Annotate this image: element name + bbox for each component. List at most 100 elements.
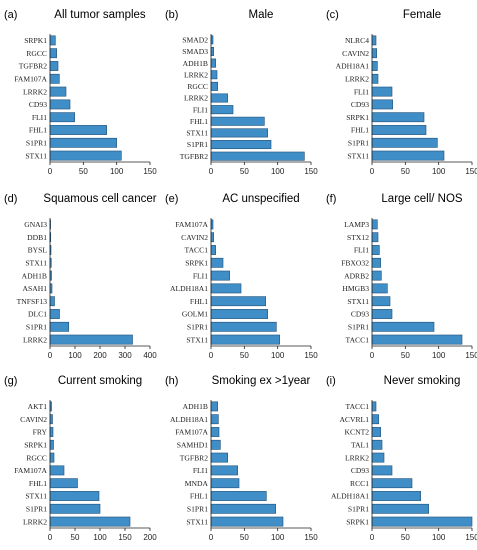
bar-s1pr1 — [371, 321, 435, 332]
bar-adh18a1 — [371, 61, 378, 71]
bar-fli1 — [210, 105, 234, 115]
x-tick-label: 200 — [143, 533, 157, 542]
x-tick-label: 150 — [118, 533, 132, 542]
panel-letter: (e) — [165, 193, 178, 205]
category-label: FLI1 — [193, 466, 208, 475]
bar-stx11 — [210, 128, 268, 138]
category-label: ADRB2 — [344, 271, 369, 280]
category-label: SRPK1 — [346, 517, 369, 526]
category-label: RCC1 — [350, 479, 369, 488]
bar-srpk1 — [49, 35, 56, 46]
bar-s1pr1 — [371, 137, 438, 148]
bar-cd93 — [49, 99, 71, 110]
category-label: S1PR1 — [348, 139, 369, 148]
panel-letter: (f) — [326, 193, 336, 205]
chart-panel-4: (d) Squamous cell cancer GNAI3 DDB1 BYSL STX1… — [4, 193, 157, 360]
category-label: STX11 — [25, 259, 47, 268]
x-tick-label: 300 — [118, 351, 132, 360]
x-tick-label: 0 — [370, 167, 375, 176]
category-label: STX11 — [25, 151, 47, 160]
bar-lrrk2 — [371, 73, 379, 84]
category-label: FHL1 — [29, 126, 47, 135]
bar-tnfsf13 — [49, 296, 55, 307]
bar-tacc1 — [371, 401, 377, 412]
category-label: AKT1 — [28, 402, 48, 411]
bar-adrb2 — [371, 270, 382, 281]
x-tick-label: 400 — [143, 351, 157, 360]
category-label: HMGB3 — [342, 284, 369, 293]
bar-fhl1 — [210, 116, 265, 126]
category-label: LRRK2 — [345, 75, 369, 84]
panel-letter: (b) — [165, 9, 178, 21]
bar-s1pr1 — [371, 503, 429, 514]
category-label: SRPK1 — [346, 113, 369, 122]
panel-letter: (g) — [4, 375, 17, 387]
bar-s1pr1 — [210, 140, 272, 150]
category-label: ADH1B — [183, 402, 208, 411]
bar-srpk1 — [371, 516, 473, 527]
category-label: S1PR1 — [348, 323, 369, 332]
category-label: DDB1 — [27, 233, 47, 242]
x-tick-label: 100 — [271, 533, 285, 542]
bar-acvrl1 — [371, 414, 379, 425]
category-label: RGCC — [26, 49, 47, 58]
bar-fhl1 — [49, 478, 78, 489]
bar-cd93 — [371, 99, 393, 110]
bar-tacc1 — [210, 245, 216, 255]
category-label: TACC1 — [346, 402, 370, 411]
category-label: ADH1B — [183, 59, 208, 68]
x-tick-label: 50 — [79, 167, 88, 176]
bar-fli1 — [371, 86, 393, 97]
x-tick-label: 50 — [240, 351, 249, 360]
category-label: CD93 — [351, 100, 369, 109]
category-label: TAL1 — [351, 441, 369, 450]
category-label: STX11 — [25, 492, 47, 501]
bar-stx11 — [371, 296, 391, 307]
category-label: FBXO32 — [341, 259, 369, 268]
bar-stx11 — [210, 334, 280, 345]
bar-fli1 — [371, 245, 380, 255]
bar-aldh18a1 — [210, 283, 242, 294]
category-label: CD93 — [351, 466, 369, 475]
bar-cd93 — [371, 465, 393, 476]
category-label: CAVIN2 — [342, 49, 369, 58]
category-label: RGCC — [26, 453, 47, 462]
category-label: S1PR1 — [26, 505, 47, 514]
bar-fli1 — [210, 270, 230, 281]
category-label: FLI1 — [354, 246, 369, 255]
bar-tal1 — [371, 439, 383, 450]
category-label: NLRC4 — [345, 36, 369, 45]
x-tick-label: 100 — [271, 167, 285, 176]
x-tick-label: 150 — [465, 167, 477, 176]
bar-dlc1 — [49, 309, 60, 319]
category-label: FHL1 — [190, 492, 208, 501]
bar-fbxo32 — [371, 257, 381, 268]
panel-title: All tumor samples — [54, 9, 146, 21]
panel-letter: (d) — [4, 193, 17, 205]
category-label: ALDH18A1 — [170, 284, 208, 293]
category-label: TNFSF13 — [17, 297, 48, 306]
category-label: CD93 — [351, 310, 369, 319]
x-tick-label: 0 — [209, 533, 214, 542]
category-label: ADH18A1 — [336, 62, 370, 71]
panel-letter: (a) — [4, 9, 17, 21]
category-label: TGFBR2 — [180, 453, 208, 462]
bar-rgcc — [210, 81, 218, 91]
category-label: FRY — [33, 428, 48, 437]
category-label: ALDH18A1 — [331, 492, 369, 501]
category-label: S1PR1 — [26, 323, 47, 332]
bar-s1pr1 — [49, 503, 101, 514]
panel-title: Female — [403, 9, 441, 21]
x-tick-label: 150 — [304, 351, 318, 360]
x-tick-label: 50 — [401, 167, 410, 176]
x-tick-label: 0 — [48, 533, 53, 542]
category-label: LRRK2 — [184, 70, 208, 79]
bar-fli1 — [210, 465, 238, 476]
category-label: FHL1 — [351, 126, 369, 135]
x-tick-label: 150 — [143, 167, 157, 176]
x-tick-label: 200 — [93, 351, 107, 360]
category-label: FHL1 — [190, 297, 208, 306]
category-label: SAMHD1 — [177, 441, 208, 450]
category-label: STX11 — [186, 129, 208, 138]
